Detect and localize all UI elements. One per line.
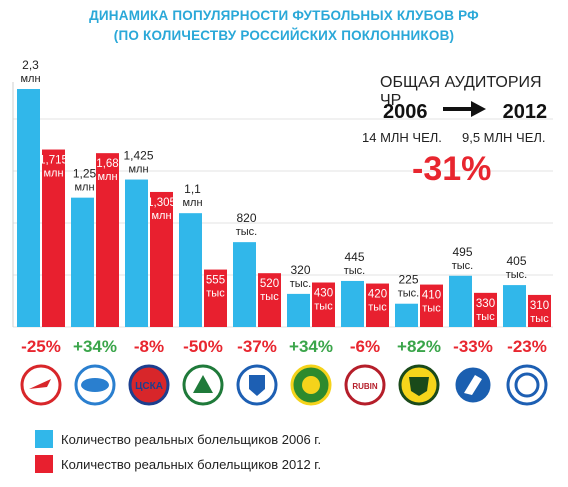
bar-2006 [395, 303, 418, 327]
audience-value-from: 14 МЛН ЧЕЛ. [362, 130, 442, 145]
change-label: +34% [289, 337, 333, 356]
change-label: -50% [183, 337, 223, 356]
bar-2012 [258, 273, 281, 327]
value-label-2006: 225 [398, 273, 418, 287]
value-label-2006: 405 [506, 254, 526, 268]
chart-title-line2: (ПО КОЛИЧЕСТВУ РОССИЙСКИХ ПОКЛОННИКОВ) [113, 28, 455, 43]
bar-2006 [503, 285, 526, 327]
value-label-2012: 520 [260, 278, 279, 290]
value-unit-2006: млн [20, 73, 40, 85]
value-unit-2006: тыс. [344, 265, 366, 277]
value-unit-2006: тыс. [236, 226, 258, 238]
change-label: -6% [350, 337, 380, 356]
dinamo-logo [236, 364, 278, 406]
value-label-2012: 430 [314, 288, 333, 300]
bar-2006 [125, 179, 148, 327]
bar-2012 [150, 191, 173, 327]
zenit-logo [74, 364, 116, 406]
value-label-2012: 1,715 [39, 155, 68, 167]
anzhi-logo [398, 364, 440, 406]
value-label-2012: 555 [206, 275, 225, 287]
value-unit-2012: млн [97, 171, 117, 183]
legend-label-2012: Количество реальных болельщиков 2012 г. [61, 456, 322, 472]
bar-2006 [17, 89, 40, 327]
value-label-2006: 2,3 [22, 58, 39, 72]
audience-title: ОБЩАЯ АУДИТОРИЯ ЧР [380, 74, 542, 109]
arrow-right-icon [443, 100, 487, 124]
audience-years: 2006 2012 [383, 100, 547, 124]
bar-2012 [204, 269, 227, 327]
legend-item-2006: Количество реальных болельщиков 2006 г. [35, 430, 321, 448]
bar-2006 [71, 197, 94, 327]
bar-2006 [179, 213, 202, 327]
change-label: -25% [21, 337, 61, 356]
value-label-2012: 410 [422, 290, 441, 302]
legend-swatch-2012 [35, 455, 53, 473]
value-label-2006: 320 [290, 263, 310, 277]
value-unit-2012: тыс [530, 313, 549, 325]
value-unit-2012: млн [43, 168, 63, 180]
bar-2012 [312, 282, 335, 327]
value-label-2006: 495 [452, 245, 472, 259]
value-unit-2012: тыс [314, 301, 333, 313]
bar-2006 [233, 242, 256, 327]
legend-item-2012: Количество реальных болельщиков 2012 г. [35, 455, 321, 473]
value-unit-2006: млн [74, 182, 94, 194]
change-label: -8% [134, 337, 164, 356]
audience-year-from: 2006 [383, 101, 428, 123]
legend-swatch-2006 [35, 430, 53, 448]
value-unit-2006: тыс. [452, 260, 474, 272]
bar-2006 [341, 280, 364, 327]
audience-change: -31% [412, 150, 492, 188]
value-label-2012: 310 [530, 300, 549, 312]
bar-2012 [528, 294, 551, 327]
value-label-2006: 1,25 [73, 167, 97, 181]
value-unit-2012: тыс [422, 303, 441, 315]
logo-text: RUBIN [352, 382, 378, 391]
change-label: -23% [507, 337, 547, 356]
chart-title-line1: ДИНАМИКА ПОПУЛЯРНОСТИ ФУТБОЛЬНЫХ КЛУБОВ … [89, 8, 479, 23]
value-label-2012: 330 [476, 298, 495, 310]
value-label-2006: 445 [344, 250, 364, 264]
krylia-logo [452, 364, 494, 406]
change-label: +82% [397, 337, 441, 356]
value-label-2006: 1,425 [123, 149, 153, 163]
value-unit-2012: тыс [260, 291, 279, 303]
value-label-2012: 1,68 [96, 158, 118, 170]
logo-text: ЦСКА [135, 381, 163, 392]
audience-year-to: 2012 [502, 101, 548, 123]
value-unit-2006: тыс. [398, 288, 420, 300]
change-label: -33% [453, 337, 493, 356]
cska-logo: ЦСКА [128, 364, 170, 406]
bar-2012 [96, 153, 119, 327]
bar-2012 [474, 292, 497, 327]
value-unit-2006: тыс. [290, 278, 312, 290]
bar-2006 [287, 293, 310, 327]
bar-2012 [420, 284, 443, 327]
value-unit-2012: тыс [368, 302, 387, 314]
audience-value-to: 9,5 МЛН ЧЕЛ. [462, 130, 546, 145]
value-label-2012: 420 [368, 289, 387, 301]
value-unit-2006: тыс. [506, 269, 528, 281]
value-unit-2006: млн [182, 197, 202, 209]
change-label: +34% [73, 337, 117, 356]
spartak-logo [20, 364, 62, 406]
value-label-2006: 820 [236, 211, 256, 225]
lokomotiv-logo [182, 364, 224, 406]
value-unit-2012: тыс [476, 311, 495, 323]
value-unit-2012: млн [151, 210, 171, 222]
bar-2012 [366, 283, 389, 327]
value-unit-2006: млн [128, 164, 148, 176]
value-label-2012: 1,305 [147, 197, 176, 209]
value-label-2006: 1,1 [184, 182, 201, 196]
rubin-logo: RUBIN [344, 364, 386, 406]
value-unit-2012: тыс [206, 288, 225, 300]
legend-label-2006: Количество реальных болельщиков 2006 г. [61, 431, 322, 447]
rostov-logo [506, 364, 548, 406]
bar-2012 [42, 149, 65, 327]
bar-2006 [449, 275, 472, 327]
kuban-logo [290, 364, 332, 406]
change-label: -37% [237, 337, 277, 356]
